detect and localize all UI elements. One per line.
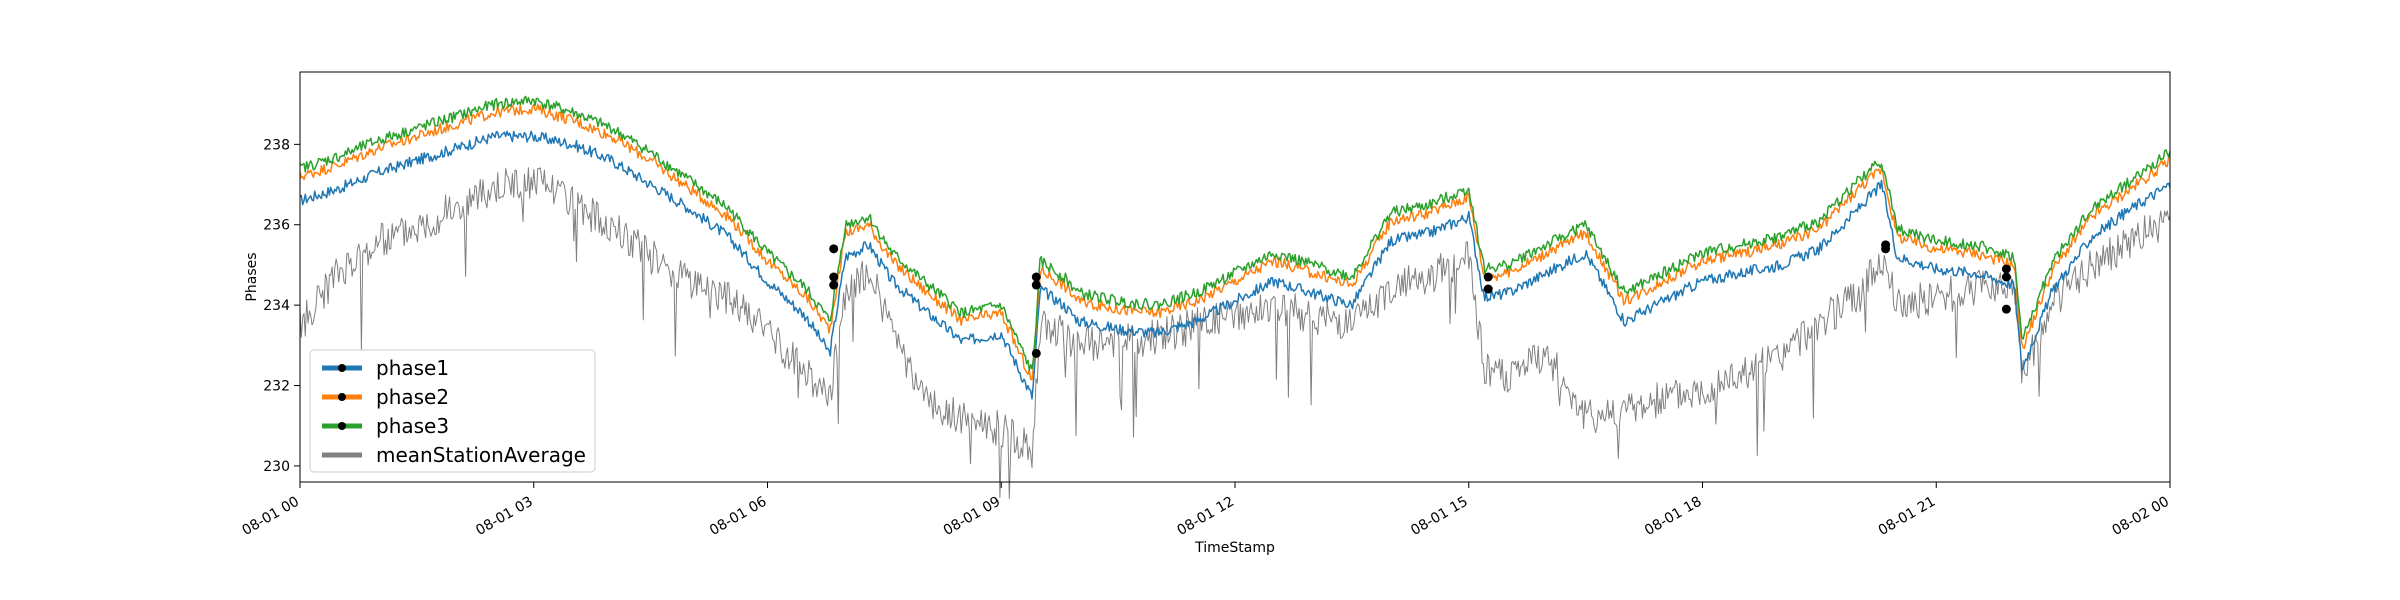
plot-markers bbox=[829, 240, 2011, 358]
y-axis-title: Phases bbox=[244, 252, 260, 301]
x-tick-label: 08-01 12 bbox=[1174, 494, 1237, 539]
event-marker bbox=[2001, 272, 2011, 282]
y-tick-label: 236 bbox=[263, 218, 290, 234]
legend-label-phase3: phase3 bbox=[376, 414, 449, 438]
event-marker bbox=[829, 280, 839, 290]
event-marker bbox=[1031, 280, 1041, 290]
x-tick-label: 08-01 18 bbox=[1642, 494, 1705, 539]
x-axis-title: TimeStamp bbox=[1194, 540, 1275, 556]
plot-lines bbox=[299, 95, 2171, 500]
event-marker bbox=[1031, 348, 1041, 358]
y-tick-label: 232 bbox=[263, 379, 290, 395]
event-marker bbox=[1881, 244, 1891, 254]
event-marker bbox=[1031, 272, 1041, 282]
series-line-meanStationAverage bbox=[299, 167, 2171, 500]
y-tick-label: 238 bbox=[263, 137, 290, 153]
y-axis: 230 232 234 236 238 bbox=[263, 137, 300, 475]
x-tick-label: 08-01 06 bbox=[707, 494, 770, 539]
legend-label-phase1: phase1 bbox=[376, 356, 449, 380]
x-tick-label: 08-01 15 bbox=[1408, 494, 1471, 539]
x-tick-label: 08-01 09 bbox=[941, 494, 1004, 539]
y-tick-label: 234 bbox=[263, 298, 290, 314]
x-tick-label: 08-01 21 bbox=[1876, 494, 1939, 539]
legend-marker bbox=[338, 422, 346, 430]
event-marker bbox=[829, 244, 839, 254]
legend: phase1 phase2 phase3 meanStationAverage bbox=[309, 349, 596, 473]
event-marker bbox=[1483, 284, 1493, 294]
x-tick-label: 08-01 03 bbox=[473, 494, 536, 539]
legend-label-phase2: phase2 bbox=[376, 385, 449, 409]
legend-marker bbox=[338, 364, 346, 372]
x-axis: 08-01 00 08-01 03 08-01 06 08-01 09 08-01 12… bbox=[239, 482, 2172, 539]
legend-box bbox=[309, 349, 596, 473]
series-line-phase2 bbox=[299, 103, 2171, 381]
legend-label-meanStationAverage: meanStationAverage bbox=[376, 443, 586, 467]
series-line-phase3 bbox=[299, 95, 2171, 372]
event-marker bbox=[829, 272, 839, 282]
legend-marker bbox=[338, 393, 346, 401]
series-line-phase1 bbox=[299, 130, 2171, 400]
x-tick-label: 08-01 00 bbox=[239, 494, 302, 539]
event-marker bbox=[1483, 272, 1493, 282]
event-marker bbox=[2001, 264, 2011, 274]
y-tick-label: 230 bbox=[263, 459, 290, 475]
event-marker bbox=[2001, 304, 2011, 314]
x-tick-label: 08-02 00 bbox=[2109, 494, 2172, 539]
